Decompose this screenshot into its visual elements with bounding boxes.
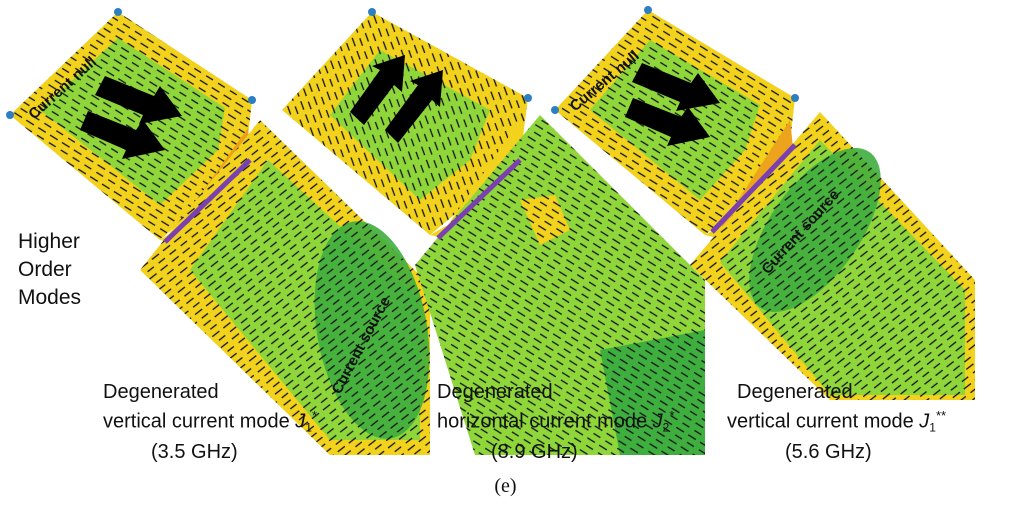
- caption-frequency: (3.5 GHz): [151, 440, 238, 463]
- current-arrow: [632, 63, 720, 111]
- caption-description: vertical current mode J1*: [103, 408, 318, 435]
- mode-caption-3: Degenerated vertical current mode J1** (…: [727, 380, 946, 464]
- current-arrow: [80, 111, 165, 159]
- caption-frequency: (5.6 GHz): [785, 440, 872, 463]
- corner-marker: [114, 8, 122, 16]
- mode-caption-2: Degenerated horizontal current mode J2* …: [437, 380, 674, 464]
- corner-marker: [6, 111, 14, 119]
- feed-line: [710, 143, 797, 234]
- mode-panel-1: Current null Current source: [6, 8, 430, 455]
- caption-title: Degenerated: [737, 381, 853, 403]
- figure-label: (e): [494, 475, 517, 497]
- corner-marker: [791, 94, 799, 102]
- caption-frequency: (8.9 GHz): [491, 440, 578, 463]
- mode-panel-2: [282, 8, 705, 455]
- side-label-line: Order: [18, 258, 72, 281]
- side-label-line: Modes: [18, 286, 82, 309]
- corner-marker: [644, 6, 652, 14]
- feed-line: [436, 158, 522, 240]
- mode-caption-1: Degenerated vertical current mode J1* (3…: [103, 380, 317, 464]
- side-label-line: Higher: [18, 230, 80, 253]
- current-arrow: [625, 98, 710, 146]
- corner-marker: [524, 94, 532, 102]
- caption-description: horizontal current mode J2*: [437, 408, 675, 435]
- higher-order-modes-label: Higher Order Modes: [18, 228, 81, 312]
- corner-marker: [551, 106, 559, 114]
- current-arrow: [350, 55, 405, 125]
- caption-title: Degenerated: [103, 381, 219, 403]
- feed-line: [163, 158, 252, 244]
- current-arrow: [95, 76, 182, 124]
- current-arrow: [385, 70, 443, 143]
- caption-title: Degenerated: [437, 381, 553, 403]
- corner-marker: [248, 96, 256, 104]
- caption-description: vertical current mode J1**: [727, 408, 947, 435]
- fold-wall: [430, 120, 528, 240]
- corner-marker: [368, 8, 376, 16]
